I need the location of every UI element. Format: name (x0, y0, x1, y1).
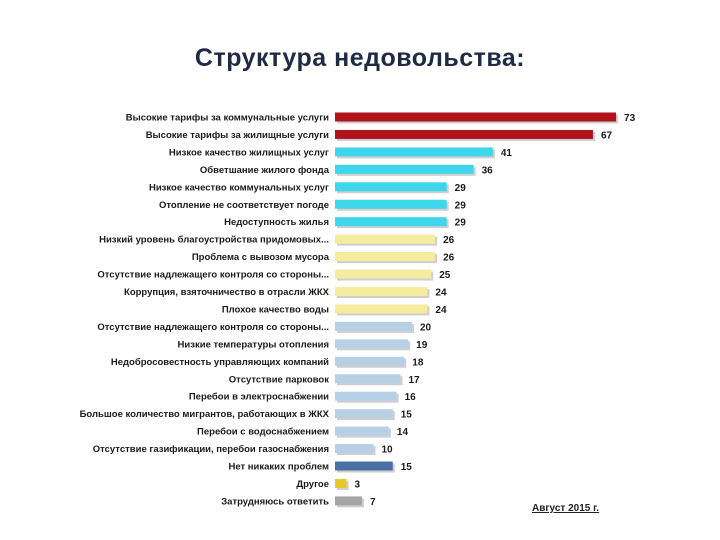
category-label: Отсутствие надлежащего контроля со сторо… (97, 270, 329, 281)
bar (335, 164, 474, 174)
value-label: 3 (355, 479, 361, 490)
bar (335, 356, 405, 366)
category-label: Обветшание жилого фонда (200, 165, 330, 176)
category-labels-group: Высокие тарифы за коммунальные услуги Выс… (80, 113, 330, 508)
value-label: 24 (435, 305, 447, 316)
bar (335, 304, 428, 314)
value-label: 10 (382, 445, 394, 456)
value-label: 15 (401, 410, 413, 421)
category-label: Перебои в электроснабжении (189, 392, 329, 403)
bar (335, 147, 493, 157)
category-label: Другое (296, 479, 329, 490)
value-label: 67 (601, 130, 613, 141)
bar (335, 321, 412, 331)
category-label: Низкие температуры отопления (178, 339, 329, 350)
bar (335, 496, 362, 506)
bar (335, 409, 393, 419)
bar (335, 269, 432, 279)
value-label: 29 (455, 183, 467, 194)
category-label: Отсутствие парковок (229, 374, 329, 385)
bars-group (335, 112, 619, 508)
date-footnote: Август 2015 г. (532, 503, 600, 514)
bar (335, 112, 617, 122)
category-label: Высокие тарифы за жилищные услуги (146, 130, 329, 141)
bar (335, 339, 409, 349)
category-label: Затрудняюсь ответить (221, 496, 329, 507)
category-label: Недоступность жилья (224, 217, 329, 228)
category-label: Нет никаких проблем (228, 462, 329, 473)
bar (335, 129, 593, 139)
category-label: Плохое качество воды (222, 304, 329, 315)
value-label: 73 (624, 113, 636, 124)
bar (335, 374, 401, 384)
value-label: 41 (501, 148, 513, 159)
value-label: 36 (482, 165, 494, 176)
value-label: 19 (416, 340, 428, 351)
bar (335, 478, 347, 488)
category-label: Отсутствие газификации, перебои газоснаб… (93, 444, 329, 455)
bar (335, 461, 393, 471)
value-label: 24 (435, 288, 447, 299)
value-label: 25 (439, 270, 451, 281)
value-label: 26 (443, 235, 455, 246)
value-label: 29 (455, 218, 467, 229)
category-label: Проблема с вывозом мусора (192, 252, 330, 263)
bar (335, 444, 374, 454)
value-labels-group: 7367413629292926262524242019181716151410… (355, 113, 636, 508)
bar (335, 182, 447, 192)
value-label: 7 (370, 497, 376, 508)
bar (335, 426, 389, 436)
value-label: 26 (443, 253, 455, 264)
bar (335, 199, 447, 209)
category-label: Отсутствие надлежащего контроля со сторо… (97, 322, 329, 333)
value-label: 15 (401, 462, 413, 473)
bar (335, 252, 436, 262)
category-label: Низкое качество жилищных услуг (169, 147, 329, 158)
bar (335, 287, 428, 296)
category-label: Высокие тарифы за коммунальные услуги (126, 113, 329, 124)
category-label: Низкое качество коммунальных услуг (149, 182, 329, 193)
category-label: Недобросовестность управляющих компаний (111, 357, 329, 368)
category-label: Отопление не соответствует погоде (159, 200, 329, 211)
chart-title: Структура недовольства: (194, 44, 526, 72)
value-label: 17 (408, 375, 420, 386)
bar (335, 234, 436, 244)
value-label: 18 (412, 357, 424, 368)
value-label: 14 (397, 427, 409, 438)
category-label: Большое количество мигрантов, работающих… (80, 409, 330, 420)
value-label: 20 (420, 322, 432, 333)
bar (335, 391, 397, 401)
bar (335, 217, 447, 227)
value-label: 16 (405, 392, 417, 403)
category-label: Низкий уровень благоустройства придомовы… (99, 235, 329, 246)
category-label: Перебои с водоснабжением (197, 427, 329, 438)
value-label: 29 (455, 200, 467, 211)
category-label: Коррупция, взяточничество в отрасли ЖКХ (124, 287, 330, 298)
